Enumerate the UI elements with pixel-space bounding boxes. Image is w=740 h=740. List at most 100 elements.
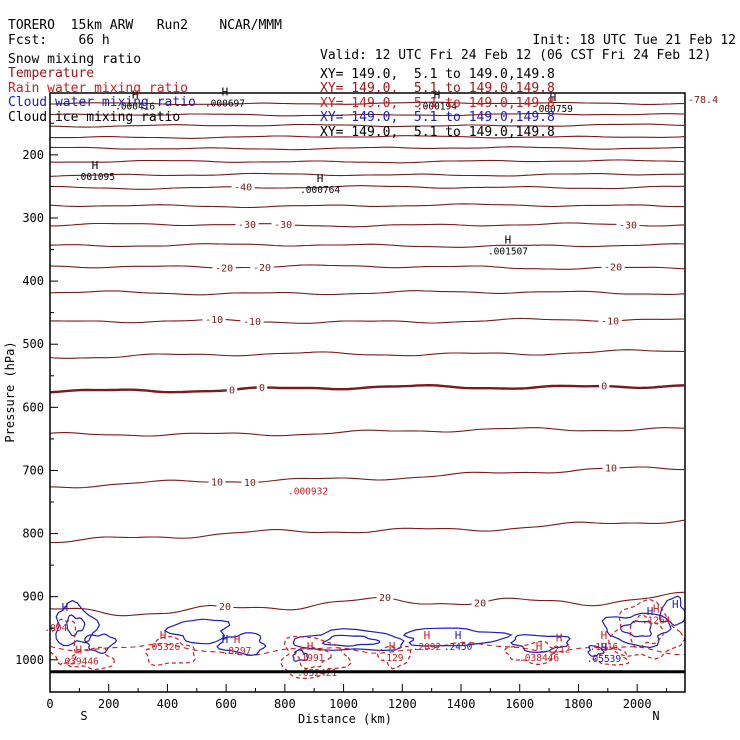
cloud-max-h: H <box>455 629 462 642</box>
x-tick-label: 800 <box>274 697 296 711</box>
contour-label-mask <box>376 591 394 604</box>
cloud-water-contour <box>164 618 231 645</box>
plot-content <box>50 101 685 680</box>
temp-contour--10C <box>50 317 685 324</box>
rain-max-h: H <box>424 629 431 642</box>
rain-max-h: H <box>75 644 82 657</box>
contour-label-mask <box>599 380 610 393</box>
cloud-max-h: H <box>62 601 69 614</box>
snow-max-h: H <box>222 85 229 98</box>
plot-frame <box>49 92 686 693</box>
contour-label-mask <box>471 596 489 609</box>
cloud-water-contour <box>658 595 685 627</box>
rain-water-contour <box>144 635 197 667</box>
cloud-water-contour <box>620 620 653 638</box>
temp-contour-label: -10 <box>205 315 223 326</box>
rain-water-contour <box>66 646 115 671</box>
cloud-water-contour <box>587 644 605 657</box>
temp-contour-label: -20 <box>253 263 271 274</box>
temp-contour-label: -30 <box>619 220 637 231</box>
x-axis-title: Distance (km) <box>298 712 392 726</box>
snow-max-value: .000759 <box>533 104 573 115</box>
cloud-water-contour <box>66 614 86 637</box>
y-tick-label: 200 <box>22 148 44 162</box>
snow-max-h: H <box>132 89 139 102</box>
snow-max-value: .000416 <box>115 102 155 113</box>
temp-contour-label: 0 <box>259 383 265 394</box>
temp-contour--25C <box>50 243 685 248</box>
snow-max-value: .000764 <box>300 185 340 196</box>
rain-max-h: H <box>234 633 241 646</box>
temp-contour-label: 20 <box>219 602 231 613</box>
rain-water-contour <box>376 645 412 670</box>
temp-contour--35C <box>50 203 685 209</box>
snow-max-value: .000194 <box>417 102 457 113</box>
cloud-water-contour <box>84 633 118 655</box>
x-tick-label: 400 <box>157 697 179 711</box>
contour-label-mask <box>601 261 625 274</box>
temp-contour--40C <box>50 185 685 190</box>
rain-max-h: H <box>601 629 608 642</box>
cloud-water-contour <box>216 632 267 657</box>
cloud-water-contour <box>292 649 309 662</box>
cloud-max-value: .05539 <box>587 654 622 665</box>
contour-label-mask <box>231 181 255 194</box>
y-tick-label: 600 <box>22 400 44 414</box>
temp-contour-0C <box>50 383 685 394</box>
rain-max-value: .8297 <box>223 646 252 657</box>
rain-max-value: .000932 <box>288 486 328 497</box>
rain-water-contour <box>590 647 630 666</box>
cloud-max-h: H <box>601 641 608 654</box>
temp-contour-15C <box>50 519 685 544</box>
temp-min-label: -78.4 <box>688 95 718 106</box>
temp-contour--75C <box>50 101 685 106</box>
x-tick-label: 1400 <box>447 697 476 711</box>
temp-contour-label: 0 <box>229 385 235 396</box>
temp-contour--20C <box>50 264 685 270</box>
rain-max-h: H <box>536 640 543 653</box>
rain-water-contour <box>50 618 77 666</box>
rain-water-contour <box>608 598 685 660</box>
temp-contour--55C <box>50 146 685 151</box>
contour-label-mask <box>616 218 640 231</box>
rain-max-value: .1264 <box>642 616 671 627</box>
y-tick-label: 400 <box>22 274 44 288</box>
contour-label-mask <box>216 600 234 613</box>
contour-label-mask <box>226 383 238 396</box>
rain-max-value: .212 <box>548 645 571 656</box>
y-axis-title: Pressure (hPa) <box>3 341 17 442</box>
x-tick-label: 1600 <box>505 697 534 711</box>
temp-contour--65C <box>50 123 685 128</box>
contour-label-mask <box>250 261 274 274</box>
rain-water-contour <box>293 646 332 670</box>
min-label-mask <box>686 93 722 106</box>
cloud-max-h: H <box>672 598 679 611</box>
contour-label-mask <box>271 218 295 231</box>
y-tick-label: 500 <box>22 337 44 351</box>
rain-max-h: H <box>389 640 396 653</box>
temp-contour--15C <box>50 290 685 296</box>
y-tick-label: 700 <box>22 463 44 477</box>
temp-contour--45C <box>50 172 685 177</box>
contour-label-mask <box>256 381 268 394</box>
cloud-water-contour <box>402 627 513 647</box>
x-tick-label: 0 <box>46 697 53 711</box>
temp-contour-label: -40 <box>234 183 252 194</box>
y-tick-label: 300 <box>22 211 44 225</box>
cloud-max-value: .2450 <box>444 642 473 653</box>
temp-contour-20C <box>50 591 685 617</box>
temp-contour-label: -30 <box>238 220 256 231</box>
cloud-water-contour <box>55 599 101 647</box>
x-tick-label: 1000 <box>329 697 358 711</box>
rain-water-contour <box>629 614 665 649</box>
rain-max-value: .1991 <box>296 653 325 664</box>
x-tick-label: 600 <box>215 697 237 711</box>
snow-max-h: H <box>550 91 557 104</box>
rain-max-value: .052421 <box>297 668 337 679</box>
rain-max-h: H <box>556 632 563 645</box>
rain-max-value: .038446 <box>519 653 559 664</box>
temp-contour-label: 20 <box>379 593 391 604</box>
contour-label-mask <box>212 261 236 274</box>
